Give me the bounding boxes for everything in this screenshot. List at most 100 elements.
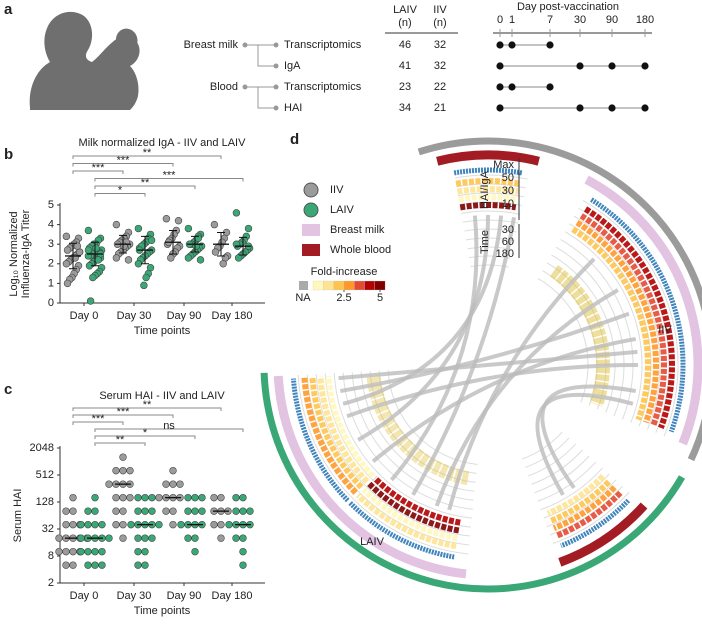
data-point — [124, 256, 133, 264]
x-tick-label: Day 30 — [117, 590, 152, 602]
data-point — [155, 520, 163, 529]
data-point — [92, 244, 100, 252]
legend-label: IIV — [330, 184, 344, 196]
heatmap-band — [325, 375, 376, 479]
laiv-count: 34 — [399, 102, 411, 114]
heatmap-band — [579, 213, 667, 427]
arc-label: LAIV — [360, 536, 385, 548]
track-line — [573, 215, 661, 430]
heatmap-band — [458, 194, 518, 203]
heatmap-band — [455, 178, 521, 187]
data-point — [191, 547, 199, 556]
data-point — [69, 547, 77, 556]
legend-label: Whole blood — [330, 244, 391, 256]
sample-day — [608, 104, 616, 112]
track-line — [564, 231, 643, 423]
fold-swatch — [354, 280, 365, 291]
y-tick-label: 0 — [48, 297, 54, 309]
day-label: 30 — [574, 14, 586, 26]
panel-label: a — [4, 1, 13, 18]
data-point — [112, 466, 120, 475]
day-label: 0 — [497, 14, 503, 26]
data-point — [119, 534, 127, 542]
data-point — [167, 254, 175, 262]
data-point — [184, 534, 192, 542]
day-label: 90 — [606, 14, 618, 26]
laiv-count: 46 — [399, 39, 411, 51]
legend-swatch — [302, 224, 320, 236]
data-point — [191, 534, 199, 542]
sample-ring — [273, 375, 467, 579]
data-point — [210, 493, 218, 502]
heatmap-band — [355, 492, 457, 550]
heatmap-band — [367, 481, 460, 534]
sample-day — [508, 41, 516, 49]
y-tick-label: 5 — [48, 199, 54, 211]
data-point — [232, 534, 240, 542]
heatmap-band — [575, 219, 659, 424]
x-tick-label: Day 180 — [212, 310, 253, 322]
data-point — [148, 507, 156, 515]
data-point — [73, 242, 82, 250]
data-point — [148, 534, 156, 542]
data-point — [225, 520, 233, 529]
significance-label: * — [143, 427, 148, 439]
data-point — [119, 466, 127, 475]
data-point — [147, 236, 156, 244]
data-point — [62, 507, 70, 515]
heatmap-band — [309, 377, 364, 490]
data-point — [239, 561, 247, 569]
y-tick-label: 2048 — [30, 442, 54, 454]
assay-name: IgA — [284, 60, 301, 72]
tree-branch — [245, 44, 276, 67]
tree-node — [273, 63, 279, 69]
laiv-count: 41 — [399, 60, 411, 72]
data-point — [169, 480, 177, 488]
data-point — [84, 520, 92, 529]
data-point — [217, 534, 225, 542]
timeline-title: Day post-vaccination — [517, 1, 619, 13]
data-point — [119, 453, 127, 461]
data-point — [63, 246, 72, 254]
legend-swatch — [302, 244, 320, 256]
data-point — [119, 507, 127, 515]
data-point — [217, 493, 225, 502]
data-point — [98, 561, 106, 569]
data-point — [184, 254, 193, 262]
data-point — [239, 493, 247, 502]
track-line — [522, 431, 563, 460]
data-point — [141, 534, 149, 542]
track-line — [552, 491, 630, 545]
data-point — [234, 254, 243, 262]
data-point — [196, 256, 205, 264]
legend-swatch — [303, 202, 319, 218]
sample-day — [546, 41, 554, 49]
link — [390, 215, 479, 482]
link — [447, 257, 596, 511]
sample-day — [496, 41, 504, 49]
y-axis-label: Log₁₀ Normalized — [8, 211, 20, 296]
data-point — [91, 493, 99, 502]
significance-label: ** — [116, 434, 125, 446]
data-point — [184, 493, 192, 502]
column-header: LAIV — [393, 4, 418, 16]
y-tick-label: 128 — [36, 496, 54, 508]
data-point — [191, 507, 199, 515]
panel-label: c — [4, 381, 12, 398]
significance-label: ** — [141, 177, 150, 189]
significance-label: *** — [92, 162, 106, 174]
track-line — [528, 443, 577, 477]
data-point — [232, 493, 240, 502]
circos-tick: 180 — [496, 248, 514, 260]
data-point — [141, 561, 149, 569]
track-line — [351, 372, 474, 501]
data-point — [211, 248, 220, 256]
data-point — [62, 520, 70, 529]
heatmap-band — [571, 226, 651, 421]
tree-branch — [245, 86, 276, 109]
iiv-count: 32 — [434, 60, 446, 72]
data-point — [210, 520, 218, 529]
data-point — [142, 273, 150, 282]
fold-swatch — [312, 280, 324, 291]
sample-day — [608, 62, 616, 70]
